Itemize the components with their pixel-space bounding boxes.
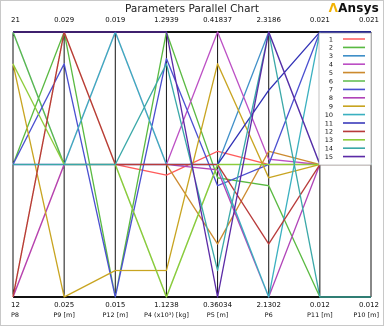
legend-label: 12 — [325, 128, 333, 136]
axis-max-label: 21 — [11, 16, 20, 24]
axis-max-label: 2.3186 — [256, 16, 281, 24]
axis-min-label: 0.012 — [359, 301, 379, 309]
axis-name-label: P4 (x10³) [kg] — [144, 311, 189, 319]
series-line — [12, 31, 371, 298]
series-line — [13, 31, 371, 298]
axis-name-label: P5 [m] — [207, 311, 229, 319]
series-line — [12, 31, 371, 298]
legend-label: 11 — [325, 119, 333, 127]
legend-label: 7 — [329, 86, 333, 94]
axis-min-label: 0.015 — [105, 301, 125, 309]
axis-name-label: P12 [m] — [102, 311, 128, 319]
axis-name-label: P6 — [265, 311, 273, 319]
legend-label: 8 — [329, 94, 333, 102]
axis-max-label: 0.021 — [359, 16, 379, 24]
legend-label: 14 — [325, 145, 333, 153]
series-line — [12, 150, 371, 298]
legend-label: 13 — [325, 136, 333, 144]
axis-name-label: P11 [m] — [307, 311, 333, 319]
legend-label: 4 — [329, 61, 333, 69]
axis-max-label: 0.019 — [105, 16, 125, 24]
axis-min-label: 2.1302 — [256, 301, 281, 309]
chart-title: Parameters Parallel Chart — [125, 3, 259, 15]
axis-name-label: P10 [m] — [353, 311, 379, 319]
axis-min-label: 1.1238 — [154, 301, 179, 309]
axis-max-label: 0.029 — [54, 16, 74, 24]
legend-label: 6 — [329, 77, 333, 85]
legend-label: 1 — [329, 35, 333, 43]
axis-min-label: 0.025 — [54, 301, 74, 309]
legend-label: 15 — [325, 153, 333, 161]
ansys-logo: ΛAnsys — [328, 1, 379, 15]
axis-min-label: 12 — [11, 301, 20, 309]
legend-label: 5 — [329, 69, 333, 77]
legend-label: 10 — [325, 111, 333, 119]
axis-max-label: 1.2939 — [154, 16, 179, 24]
axis-min-label: 0.36034 — [203, 301, 232, 309]
legend-label: 2 — [329, 44, 333, 52]
series-line — [13, 31, 371, 166]
legend-label: 3 — [329, 52, 333, 60]
legend-label: 9 — [329, 103, 333, 111]
axis-name-label: P8 — [11, 311, 19, 319]
axis-min-label: 0.012 — [310, 301, 330, 309]
axis-name-label: P9 [m] — [53, 311, 75, 319]
axis-max-label: 0.021 — [310, 16, 330, 24]
axis-max-label: 0.41837 — [203, 16, 232, 24]
